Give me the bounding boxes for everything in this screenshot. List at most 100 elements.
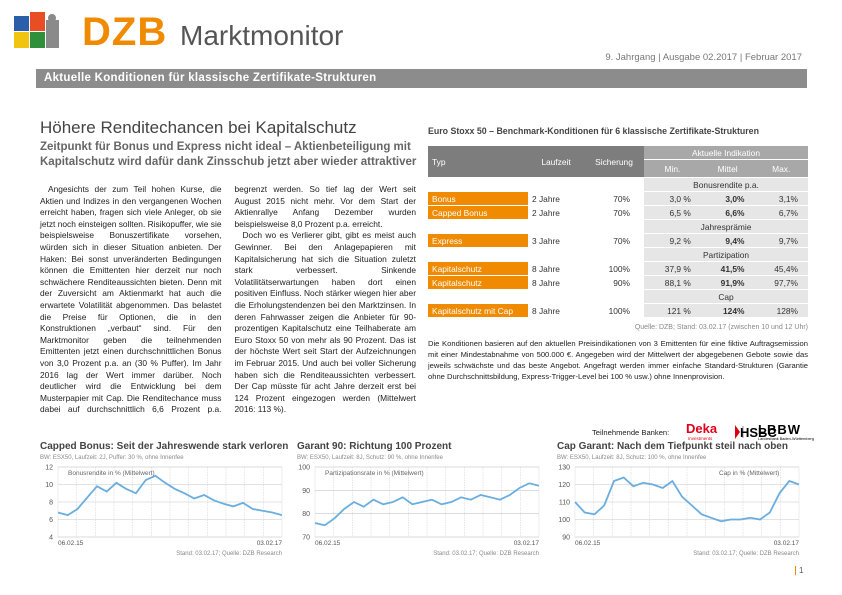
spacer [428,219,644,234]
section-row: Jahresprämie [428,219,808,234]
cell: 3,1% [754,191,808,206]
series-label: Cap in % (Mittelwert) [719,470,779,477]
data-line [57,474,283,517]
table-source: Quelle: DZB; Stand: 03.02.17 (zwischen 1… [634,324,808,331]
brand: DZB [82,10,168,54]
section-row: Partizipation [428,247,808,262]
cell: 6,6% [700,205,755,220]
spacer [428,247,644,262]
x-tick-label: 03.02.17 [514,540,540,547]
chart-source: Stand: 03.02.17; Quelle: DZB Research [433,551,539,557]
cell: 121 % [644,303,701,318]
data-row: Express 3 Jahre 70% 9,2 % 9,4% 9,7% [428,233,808,248]
product: Marktmonitor [180,20,344,51]
section-label: Partizipation [644,247,808,262]
data-row: Capped Bonus 2 Jahre 70% 6,5 % 6,6% 6,7% [428,205,808,220]
cell: Bonus [428,191,528,206]
paragraph: Doch wo es Verlierer gibt, gibt es meist… [234,230,417,415]
deka-logo: Deka [686,421,718,436]
y-tick-label: 90 [302,488,310,495]
x-tick-label: 03.02.17 [774,540,800,547]
cell: 2 Jahre [528,191,584,206]
x-tick-label: 03.02.17 [257,540,283,547]
series-label: Partizipationsrate in % (Mittelwert) [325,470,424,477]
cell: 100% [584,303,644,318]
cell: 9,4% [700,233,755,248]
y-tick-label: 70 [302,535,310,542]
table-title: Euro Stoxx 50 – Benchmark-Konditionen fü… [428,126,759,136]
x-tick-label: 06.02.15 [575,540,601,547]
x-tick-label: 06.02.15 [315,540,341,547]
chart-title: Capped Bonus: Seit der Jahreswende stark… [40,441,288,452]
cell: 3,0% [700,191,755,206]
issue: 9. Jahrgang | Ausgabe 02.2017 | Februar … [605,52,802,63]
chart-title: Cap Garant: Nach dem Tiefpunkt steil nac… [557,441,788,452]
cell: 8 Jahre [528,275,584,290]
chart-source: Stand: 03.02.17; Quelle: DZB Research [176,551,282,557]
cell: 90% [584,275,644,290]
bank-logos [690,423,804,441]
cell: 9,7% [754,233,808,248]
chart-subtitle: BW: ESX50, Laufzeit: 8J, Schutz: 90 %, o… [297,455,444,461]
cell: 124% [700,303,755,318]
section-row: Bonusrendite p.a. [428,177,808,192]
y-tick-label: 130 [558,465,570,472]
lbbw-logo: LBBW [758,422,801,437]
header-row: Min. Mittel Max. [428,159,808,178]
cell: 2 Jahre [528,205,584,220]
cell: 6,7% [754,205,808,220]
data-row: Kapitalschutz 8 Jahre 90% 88,1 % 91,9% 97,7% [428,275,808,290]
spacer [428,177,644,192]
data-line [314,482,540,527]
data-row: Bonus 2 Jahre 70% 3,0 % 3,0% 3,1% [428,191,808,206]
spacer [428,289,644,304]
column-header: Sicherung [584,146,644,178]
section-label: Bonusrendite p.a. [644,177,808,192]
page-number: 1 [795,566,803,575]
y-tick-label: 12 [45,465,53,472]
table-note: Die Konditionen basieren auf den aktuell… [428,339,808,381]
cell: 91,9% [700,275,755,290]
y-tick-label: 120 [558,482,570,489]
section-label: Jahresprämie [644,219,808,234]
y-tick-label: 10 [45,482,53,489]
column-header: Typ [428,146,528,178]
article-body: Angesichts der zum Teil hohen Kurse, die… [40,184,416,416]
section-row: Cap [428,289,808,304]
cell: 88,1 % [644,275,701,290]
lbbw-sub: Landesbank Baden-Württemberg [758,437,814,441]
cell: Kapitalschutz [428,275,528,290]
cell: 37,9 % [644,261,701,276]
y-tick-label: 100 [558,517,570,524]
group-header: Aktuelle Indikation [644,146,808,160]
cell: Kapitalschutz mit Cap [428,303,528,318]
banner: Aktuelle Konditionen für klassische Zert… [36,69,807,88]
chart-subtitle: BW: ESX50, Laufzeit: 8J, Schutz: 100 %, … [557,455,707,461]
banks-label: Teilnehmende Banken: [592,428,670,437]
conditions-table: Typ Laufzeit Sicherung Aktuelle Indikation M… [428,146,808,318]
header-row: Typ Laufzeit Sicherung Aktuelle Indikation [428,146,808,178]
cell: 70% [584,191,644,206]
cell: 100% [584,261,644,276]
chart-source: Stand: 03.02.17; Quelle: DZB Research [693,551,799,557]
article-subtitle: Zeitpunkt für Bonus und Express nicht id… [40,141,417,168]
series-label: Bonusrendite in % (Mittelwert) [68,470,155,477]
cell: 9,2 % [644,233,701,248]
hsbc-logo: HSBC [740,425,777,440]
cell: Express [428,233,528,248]
subcolumn-header: Max. [754,159,808,178]
charts: Capped Bonus: Seit der Jahreswende stark… [40,441,799,557]
chart-subtitle: BW: ESX50, Laufzeit: 2J, Puffer: 30 %, o… [40,455,184,461]
cell: 97,7% [754,275,808,290]
data-row: Kapitalschutz mit Cap 8 Jahre 100% 121 % 124… [428,303,808,318]
cell: Capped Bonus [428,205,528,220]
cell: 6,5 % [644,205,701,220]
cell: Kapitalschutz [428,261,528,276]
x-tick-label: 06.02.15 [58,540,84,547]
y-tick-label: 100 [298,465,310,472]
cell: 3 Jahre [528,233,584,248]
cell: 70% [584,205,644,220]
y-tick-label: 4 [49,535,53,542]
